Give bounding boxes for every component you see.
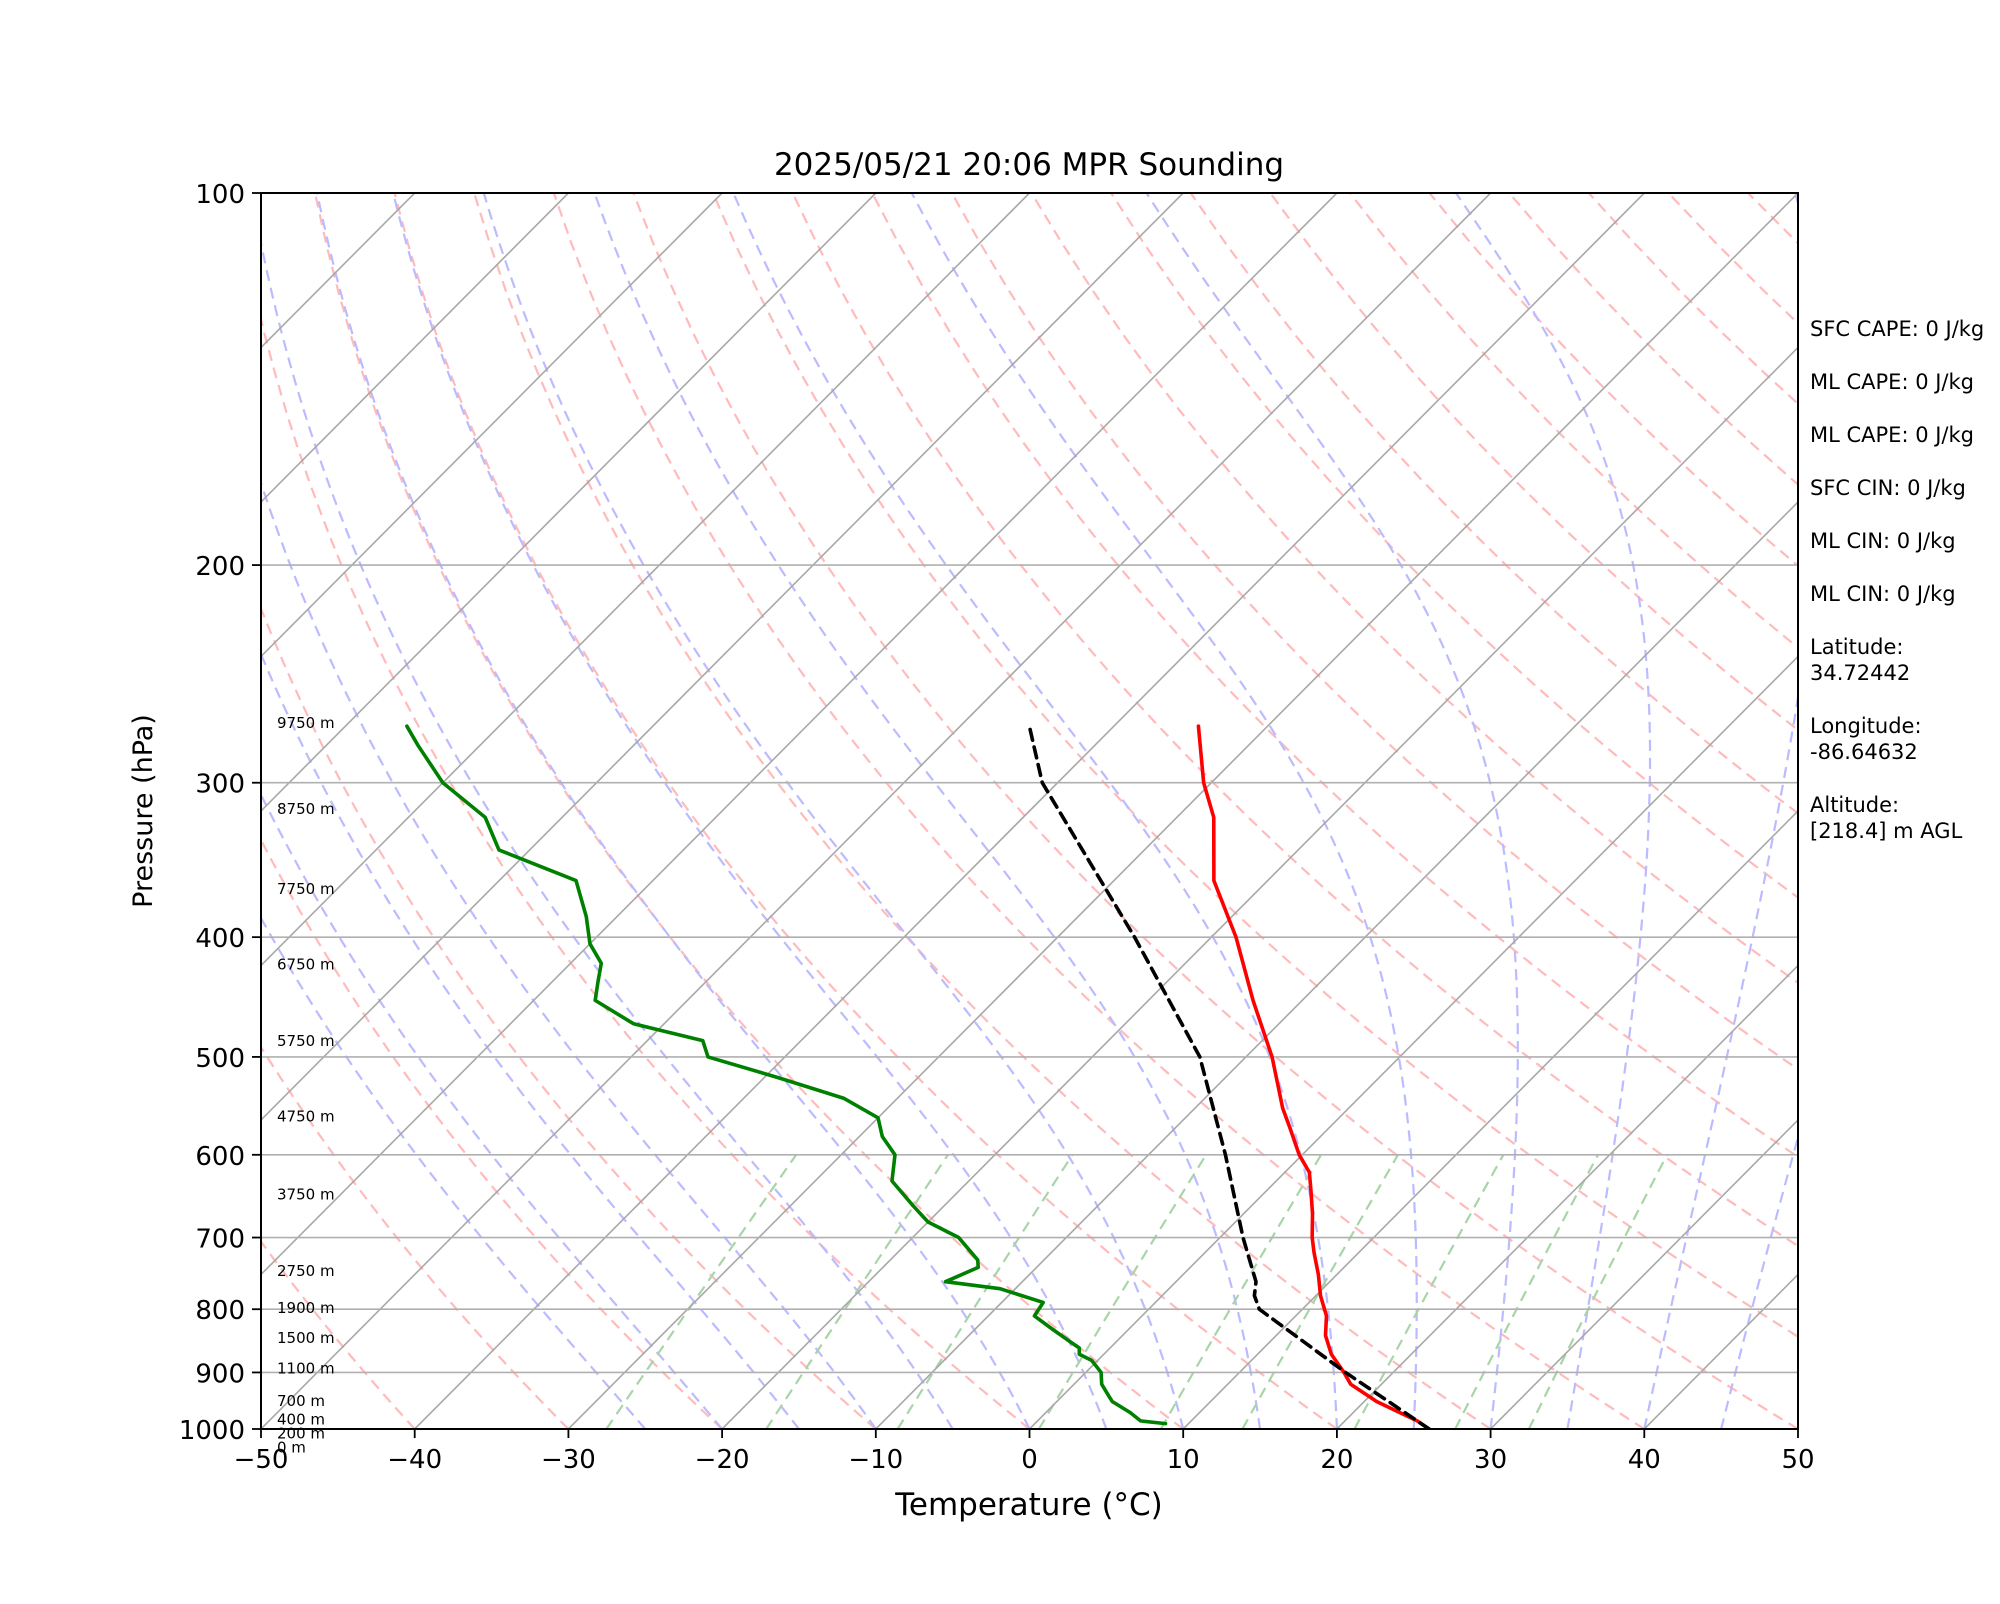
info-altitude: Altitude: [218.4] m AGL xyxy=(1810,792,1995,844)
height-labels: 9750 m 8750 m 7750 m 6750 m 5750 m 4750 m 3750… xyxy=(277,714,335,1456)
sounding-info-panel: SFC CAPE: 0 J/kg ML CAPE: 0 J/kg ML CAPE… xyxy=(1810,316,1995,871)
mixing-ratio-line xyxy=(606,1155,796,1429)
dewpoint-line xyxy=(407,726,1166,1423)
y-tick-label: 200 xyxy=(195,552,245,582)
isotherm-line xyxy=(0,193,722,1429)
isotherm-line xyxy=(0,193,1183,1429)
height-label: 6750 m xyxy=(277,956,335,974)
x-axis-label: Temperature (°C) xyxy=(894,1487,1163,1523)
isotherm-line xyxy=(568,193,1798,1429)
x-tick-label: 20 xyxy=(1320,1445,1353,1475)
y-tick-label: 500 xyxy=(195,1044,245,1074)
y-tick-label: 100 xyxy=(195,180,245,210)
mixing-ratio-line xyxy=(766,1155,948,1429)
height-label: 700 m xyxy=(277,1392,325,1410)
y-tick-label: 700 xyxy=(195,1225,245,1255)
x-tick-label: 0 xyxy=(1021,1445,1038,1475)
height-label: 1500 m xyxy=(277,1329,335,1347)
moist-adiabat-line xyxy=(484,193,1183,1429)
x-tick-label: −30 xyxy=(541,1445,596,1475)
x-tick-label: 50 xyxy=(1781,1445,1814,1475)
info-ml-cape-2: ML CAPE: 0 J/kg xyxy=(1810,422,1995,448)
mixing-ratio-line xyxy=(1161,1155,1321,1429)
parcel-profile-line xyxy=(1029,726,1429,1429)
mixing-ratio-line xyxy=(898,1155,1073,1429)
x-tick-label: −10 xyxy=(848,1445,903,1475)
info-sfc-cin: SFC CIN: 0 J/kg xyxy=(1810,475,1995,501)
height-label: 1100 m xyxy=(277,1360,335,1378)
height-label: 3750 m xyxy=(277,1185,335,1203)
height-label: 9750 m xyxy=(277,714,335,732)
x-tick-label: 30 xyxy=(1474,1445,1507,1475)
isotherm-line xyxy=(261,193,1491,1429)
height-label: 8750 m xyxy=(277,800,335,818)
height-label: 5750 m xyxy=(277,1032,335,1050)
moist-adiabat-line xyxy=(595,193,1261,1429)
height-label: 0 m xyxy=(277,1439,306,1457)
height-label: 2750 m xyxy=(277,1262,335,1280)
info-ml-cin: ML CIN: 0 J/kg xyxy=(1810,528,1995,554)
mixing-ratio-line xyxy=(1529,1155,1667,1429)
dry-adiabat-line xyxy=(474,193,1490,1429)
x-tick-label: −20 xyxy=(695,1445,750,1475)
y-tick-label: 1000 xyxy=(179,1416,245,1446)
height-label: 7750 m xyxy=(277,880,335,898)
x-tick-label: 40 xyxy=(1628,1445,1661,1475)
y-tick-label: 900 xyxy=(195,1359,245,1389)
x-tick-label: 10 xyxy=(1167,1445,1200,1475)
chart-title: 2025/05/21 20:06 MPR Sounding xyxy=(774,147,1284,183)
info-ml-cape: ML CAPE: 0 J/kg xyxy=(1810,369,1995,395)
height-label: 1900 m xyxy=(277,1299,335,1317)
dry-adiabat-line xyxy=(554,193,1644,1429)
isotherm-line xyxy=(722,193,1952,1429)
mixing-ratio-line xyxy=(1455,1155,1598,1429)
y-tick-label: 400 xyxy=(195,924,245,954)
y-tick-label: 600 xyxy=(195,1142,245,1172)
y-axis-label: Pressure (hPa) xyxy=(128,714,159,908)
dry-adiabat-line xyxy=(395,193,1337,1429)
isotherm-line xyxy=(415,193,1645,1429)
mixing-ratio-line xyxy=(1039,1155,1206,1429)
y-tick-label: 300 xyxy=(195,770,245,800)
info-ml-cin-2: ML CIN: 0 J/kg xyxy=(1810,581,1995,607)
y-tick-label: 800 xyxy=(195,1296,245,1326)
temperature-line xyxy=(1198,726,1429,1429)
moist-adiabat-line xyxy=(317,193,1029,1429)
info-longitude: Longitude: -86.64632 xyxy=(1810,713,1995,765)
moist-adiabat-line xyxy=(912,193,1417,1429)
info-latitude: Latitude: 34.72442 xyxy=(1810,634,1995,686)
x-tick-label: −40 xyxy=(387,1445,442,1475)
dry-adiabat-line xyxy=(76,193,722,1429)
height-label: 4750 m xyxy=(277,1108,335,1126)
info-sfc-cape: SFC CAPE: 0 J/kg xyxy=(1810,316,1995,342)
